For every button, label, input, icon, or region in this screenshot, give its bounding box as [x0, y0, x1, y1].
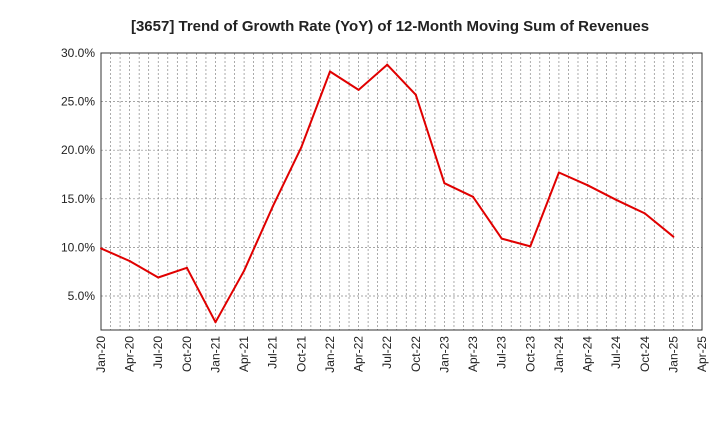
- x-tick-label: Jan-22: [323, 336, 337, 373]
- y-axis: 5.0% 10.0% 15.0% 20.0% 25.0% 30.0%: [61, 46, 95, 303]
- x-tick-label: Jul-24: [609, 336, 623, 369]
- data-point: [443, 182, 446, 185]
- x-tick-label: Jan-21: [208, 336, 222, 373]
- data-point: [157, 276, 160, 279]
- y-tick-label: 20.0%: [61, 143, 95, 157]
- y-tick-label: 15.0%: [61, 192, 95, 206]
- data-point: [328, 70, 331, 73]
- x-tick-label: Apr-21: [237, 336, 251, 372]
- x-tick-label: Apr-22: [352, 336, 366, 372]
- y-tick-label: 5.0%: [68, 289, 96, 303]
- plot-frame: [100, 52, 703, 331]
- data-point: [214, 321, 217, 324]
- x-tick-label: Jan-25: [666, 336, 680, 373]
- x-tick-label: Oct-20: [180, 336, 194, 372]
- x-tick-label: Jul-21: [266, 336, 280, 369]
- x-tick-label: Oct-21: [294, 336, 308, 372]
- data-point: [386, 63, 389, 66]
- x-tick-label: Oct-23: [523, 336, 537, 372]
- chart-title: [3657] Trend of Growth Rate (YoY) of 12-…: [131, 18, 649, 35]
- x-tick-label: Jul-22: [380, 336, 394, 369]
- data-point: [586, 184, 589, 187]
- data-point: [128, 259, 131, 262]
- data-point: [529, 245, 532, 248]
- y-tick-label: 25.0%: [61, 95, 95, 109]
- grid: [101, 53, 702, 330]
- data-point: [100, 247, 102, 250]
- x-tick-label: Jul-23: [495, 336, 509, 369]
- data-point: [300, 146, 303, 149]
- x-tick-label: Oct-22: [409, 336, 423, 372]
- data-point: [472, 195, 475, 198]
- x-tick-label: Oct-24: [638, 336, 652, 372]
- data-point: [185, 266, 188, 269]
- x-tick-label: Apr-25: [695, 336, 709, 372]
- data-point: [414, 93, 417, 96]
- data-point: [557, 171, 560, 174]
- x-tick-label: Jul-20: [151, 336, 165, 369]
- series: [100, 63, 675, 324]
- data-point: [643, 212, 646, 215]
- x-tick-label: Jan-20: [94, 336, 108, 373]
- x-axis: Jan-20 Apr-20 Jul-20 Oct-20 Jan-21 Apr-21 Jul-…: [94, 336, 709, 373]
- data-point: [672, 235, 675, 238]
- x-tick-label: Apr-24: [581, 336, 595, 372]
- x-tick-label: Apr-20: [123, 336, 137, 372]
- x-tick-label: Jan-23: [437, 336, 451, 373]
- data-point: [271, 205, 274, 208]
- x-tick-label: Apr-23: [466, 336, 480, 372]
- data-point: [615, 198, 618, 201]
- x-tick-label: Jan-24: [552, 336, 566, 373]
- data-point: [500, 237, 503, 240]
- data-point: [243, 269, 246, 272]
- data-point: [357, 88, 360, 91]
- y-tick-label: 30.0%: [61, 46, 95, 60]
- y-tick-label: 10.0%: [61, 240, 95, 254]
